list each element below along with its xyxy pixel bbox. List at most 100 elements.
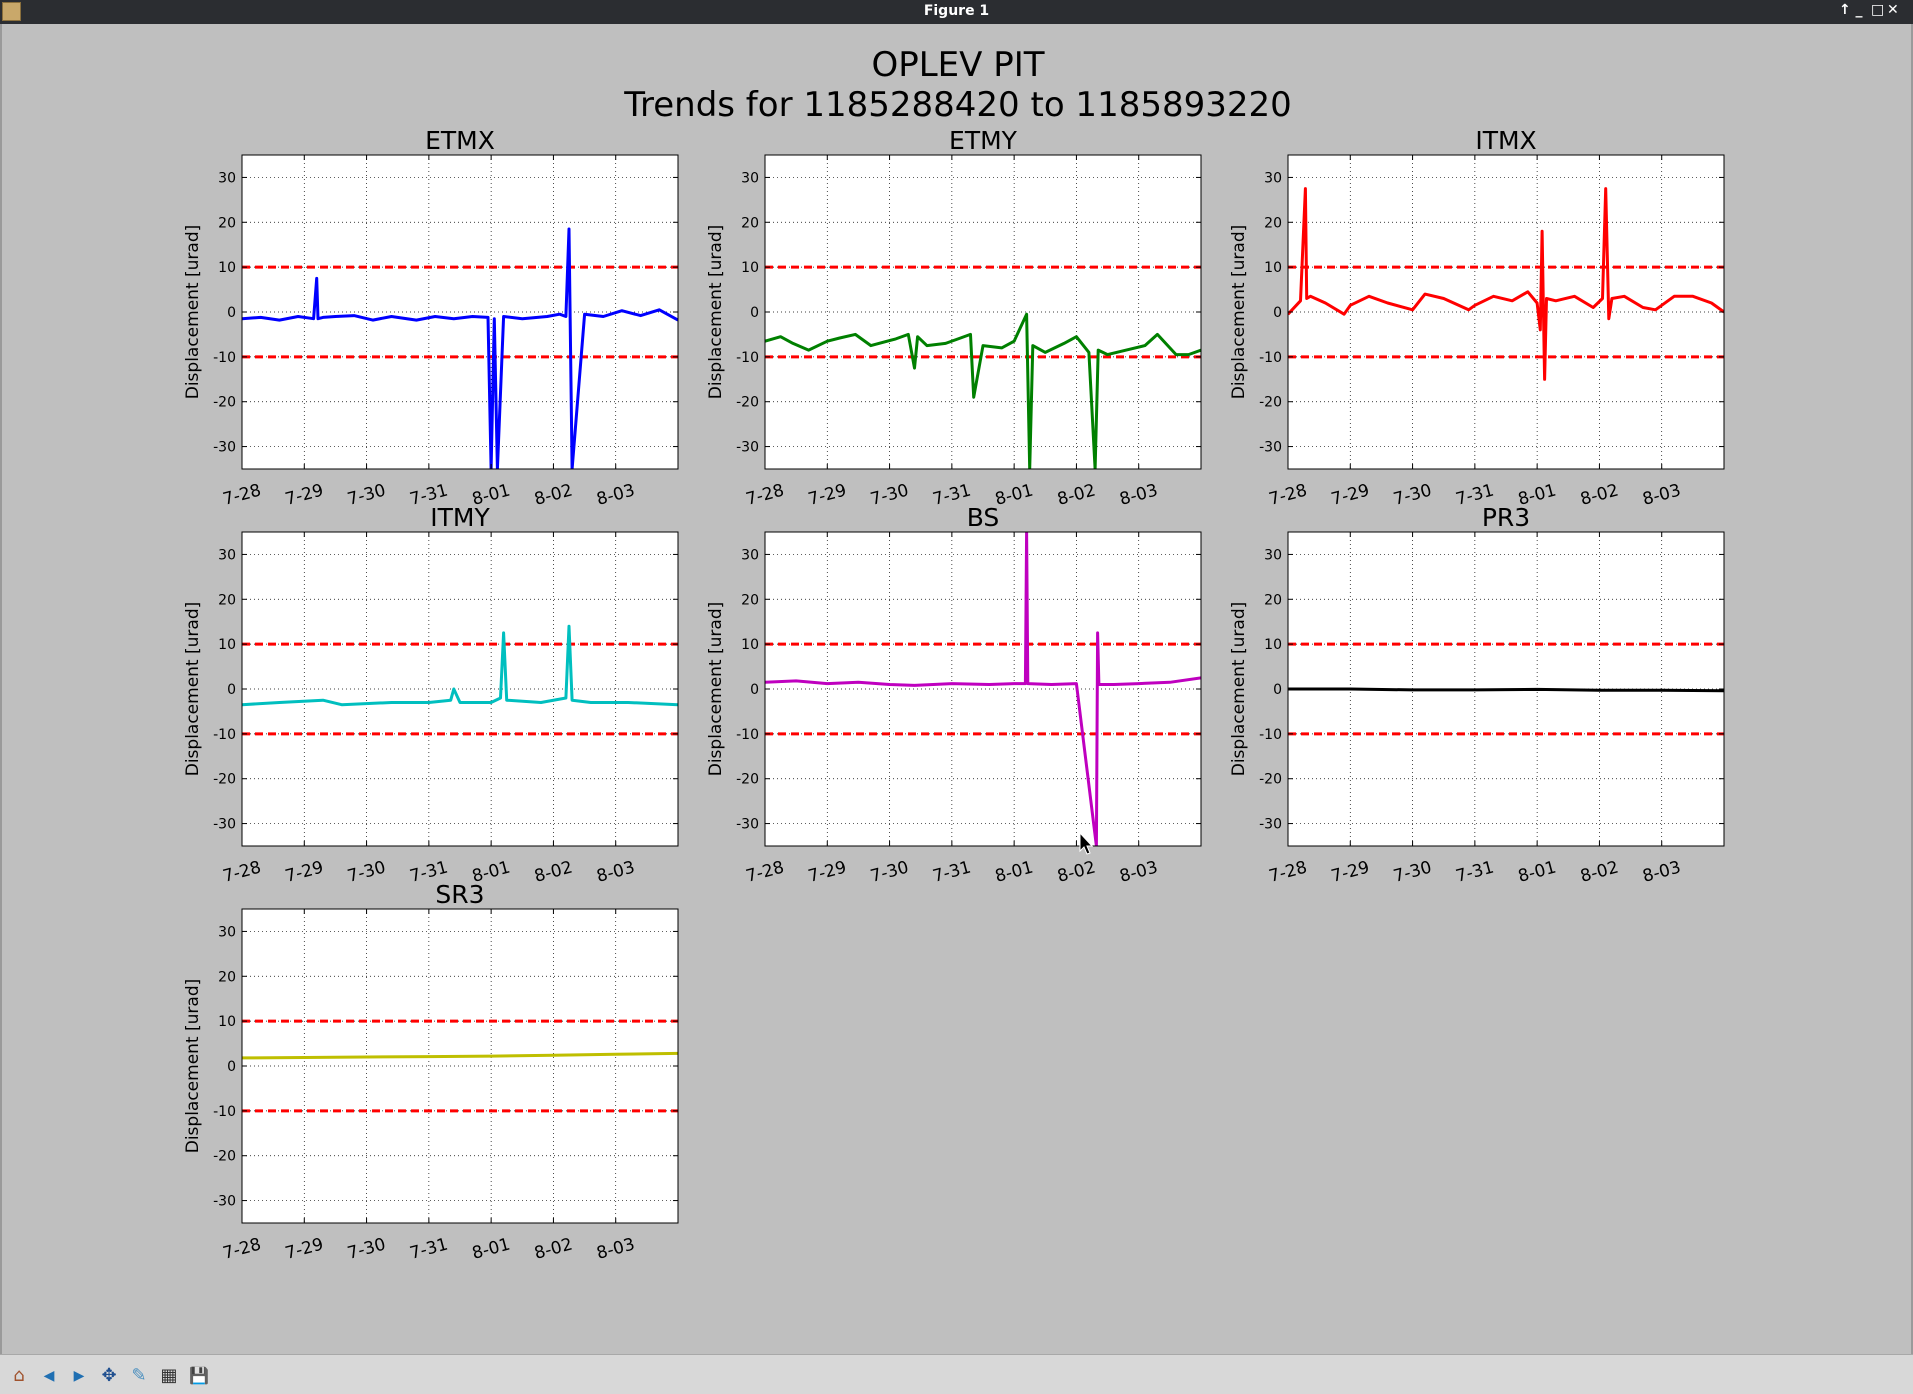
y-tick-label: 20: [741, 215, 759, 231]
subplot-title: ITMY: [430, 503, 490, 532]
plot-area: [242, 909, 678, 1223]
x-tick-label: 7-28: [221, 858, 263, 887]
navigation-toolbar: ⌂ ◀ ▶ ✥ ✎ ▦ 💾: [0, 1354, 1913, 1394]
pan-icon: ✥: [101, 1365, 117, 1386]
y-tick-label: -20: [1259, 395, 1282, 411]
x-tick-label: 7-31: [1454, 858, 1496, 887]
subplot-title: ETMY: [949, 126, 1018, 155]
y-tick-label: -30: [736, 440, 759, 456]
configure-subplots-icon: ▦: [160, 1365, 178, 1386]
x-tick-label: 7-28: [1267, 858, 1309, 887]
close-window-icon[interactable]: ✕: [1887, 2, 1907, 18]
y-tick-label: 30: [1264, 547, 1282, 563]
x-tick-label: 7-30: [868, 481, 910, 510]
x-tick-label: 8-02: [1055, 481, 1097, 510]
x-tick-label: 7-28: [744, 858, 786, 887]
figure-canvas[interactable]: OPLEV PIT Trends for 1185288420 to 11858…: [0, 24, 1913, 1354]
y-tick-label: -30: [736, 817, 759, 833]
y-axis-label: Displacement [urad]: [1229, 225, 1249, 400]
subplot-title: PR3: [1482, 503, 1530, 532]
save-button[interactable]: 💾: [186, 1363, 212, 1389]
y-tick-label: -30: [213, 440, 236, 456]
y-axis-label: Displacement [urad]: [183, 225, 203, 400]
plot-area: [242, 532, 678, 846]
x-tick-label: 8-03: [1118, 858, 1160, 887]
x-tick-label: 8-03: [595, 481, 637, 510]
subplot-pr3: -30 -20 -10 0 10 20 30 7-28 7-29 7-30 7-31 8-01 8-02…: [1229, 503, 1725, 887]
zoom-button[interactable]: ✎: [126, 1363, 152, 1389]
y-tick-label: 10: [741, 260, 759, 276]
window-title: Figure 1: [923, 3, 990, 19]
pan-button[interactable]: ✥: [96, 1363, 122, 1389]
minimize-window-icon[interactable]: _: [1855, 2, 1871, 18]
forward-button[interactable]: ▶: [66, 1363, 92, 1389]
y-tick-label: 0: [1273, 682, 1282, 698]
back-icon: ◀: [43, 1368, 55, 1384]
raise-window-icon[interactable]: ↑: [1839, 2, 1859, 18]
x-tick-label: 8-02: [1578, 481, 1620, 510]
forward-icon: ▶: [73, 1368, 85, 1384]
y-tick-label: 0: [227, 1059, 236, 1075]
x-tick-label: 7-29: [283, 481, 325, 510]
window-controls: ↑_□✕: [1839, 2, 1903, 18]
x-tick-label: 8-03: [1118, 481, 1160, 510]
y-tick-label: 20: [218, 215, 236, 231]
y-tick-label: -20: [736, 395, 759, 411]
x-tick-label: 7-29: [283, 1235, 325, 1264]
series-line-0: [242, 624, 678, 707]
y-tick-label: -30: [213, 817, 236, 833]
y-tick-label: -30: [213, 1194, 236, 1210]
y-tick-label: -30: [1259, 817, 1282, 833]
subplot-sr3: -30 -20 -10 0 10 20 30 7-28 7-29 7-30 7-31 8-01 8-02…: [183, 880, 679, 1264]
x-tick-label: 7-29: [283, 858, 325, 887]
back-button[interactable]: ◀: [36, 1363, 62, 1389]
y-tick-label: 30: [218, 170, 236, 186]
x-tick-label: 8-02: [532, 481, 574, 510]
x-tick-label: 7-28: [221, 481, 263, 510]
x-tick-label: 8-02: [1055, 858, 1097, 887]
x-tick-label: 8-03: [595, 1235, 637, 1264]
plot-area: [765, 155, 1201, 469]
y-tick-label: 20: [1264, 215, 1282, 231]
plot-area: [1288, 155, 1724, 469]
subplot-title: SR3: [435, 880, 484, 909]
y-tick-label: 10: [741, 637, 759, 653]
figure-svg: OPLEV PIT Trends for 1185288420 to 11858…: [183, 45, 1725, 1264]
y-tick-label: 10: [218, 260, 236, 276]
y-tick-label: -10: [213, 350, 236, 366]
home-icon: ⌂: [13, 1365, 25, 1386]
subplot-title: ITMX: [1475, 126, 1536, 155]
x-tick-label: 7-29: [1329, 481, 1371, 510]
x-tick-label: 8-01: [993, 481, 1035, 510]
x-tick-label: 8-03: [1641, 858, 1683, 887]
y-tick-label: 0: [750, 682, 759, 698]
y-tick-label: 30: [741, 547, 759, 563]
series-line-0: [765, 532, 1201, 846]
y-axis-label: Displacement [urad]: [706, 602, 726, 777]
y-axis-label: Displacement [urad]: [706, 225, 726, 400]
configure-subplots-button[interactable]: ▦: [156, 1363, 182, 1389]
y-axis-label: Displacement [urad]: [183, 979, 203, 1154]
y-tick-label: 20: [741, 592, 759, 608]
y-tick-label: -20: [1259, 772, 1282, 788]
x-tick-label: 7-28: [1267, 481, 1309, 510]
y-tick-label: 30: [218, 924, 236, 940]
y-tick-label: 10: [1264, 637, 1282, 653]
y-tick-label: 10: [218, 1014, 236, 1030]
home-button[interactable]: ⌂: [6, 1363, 32, 1389]
x-tick-label: 8-02: [532, 858, 574, 887]
y-axis-label: Displacement [urad]: [1229, 602, 1249, 777]
y-tick-label: -20: [213, 1149, 236, 1165]
y-tick-label: 0: [750, 305, 759, 321]
y-tick-label: -10: [1259, 727, 1282, 743]
x-tick-label: 8-02: [532, 1235, 574, 1264]
y-tick-label: -10: [736, 350, 759, 366]
y-axis-label: Displacement [urad]: [183, 602, 203, 777]
y-tick-label: -10: [736, 727, 759, 743]
plot-area: [765, 532, 1201, 846]
maximize-window-icon[interactable]: □: [1871, 2, 1893, 18]
plot-area: [242, 155, 678, 469]
